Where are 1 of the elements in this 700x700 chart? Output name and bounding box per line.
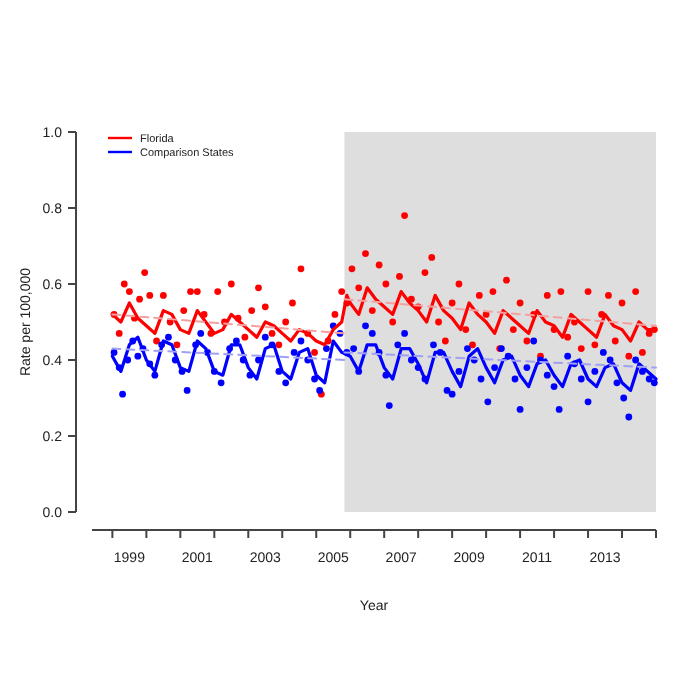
line-series [110,335,658,392]
